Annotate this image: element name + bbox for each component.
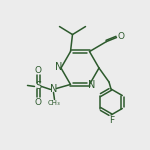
Text: N: N (50, 84, 57, 94)
Text: N: N (55, 62, 62, 72)
Text: O: O (117, 32, 124, 41)
Text: CH₃: CH₃ (48, 100, 61, 106)
Text: F: F (110, 116, 115, 125)
Text: S: S (35, 81, 42, 92)
Text: O: O (35, 66, 42, 75)
Text: N: N (88, 80, 96, 90)
Text: O: O (35, 98, 42, 107)
